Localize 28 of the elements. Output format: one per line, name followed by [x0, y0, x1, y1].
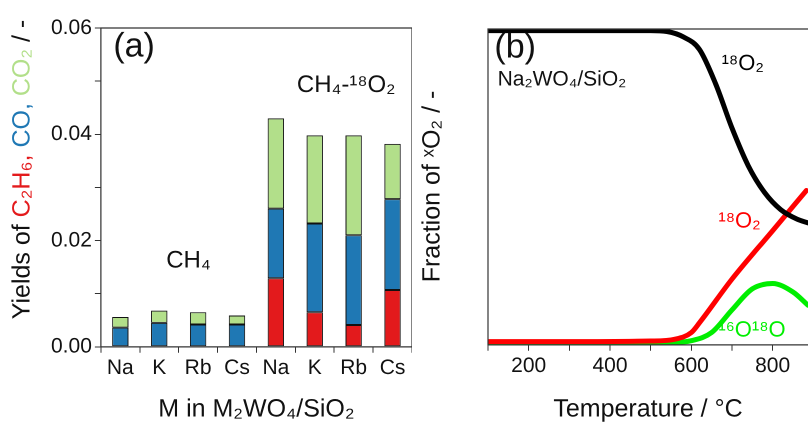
x-tick-label: 800: [755, 354, 790, 378]
x-tick-label: Rb: [184, 356, 212, 380]
annotation: Na₂WO₄/SiO₂: [498, 67, 626, 90]
x-tick-label: 400: [592, 354, 628, 378]
series-label: ¹⁸O₂: [722, 50, 764, 75]
y-tick-label: 0.00: [50, 334, 92, 358]
series-label: ¹⁸O₂: [718, 208, 761, 233]
annotation: (a): [113, 26, 155, 65]
x-axis-title: Temperature / °C: [553, 394, 743, 422]
y-tick-label: 0.04: [50, 122, 92, 146]
x-tick-label: Na: [106, 356, 134, 380]
x-tick-label: 200: [511, 354, 546, 378]
y-tick-label: 0.06: [50, 16, 92, 39]
annotation: (b): [494, 27, 536, 66]
y-axis-title: Fraction of ˣO₂ / -: [417, 91, 446, 283]
x-tick-label: 600: [674, 354, 709, 378]
annotation: CH₄: [166, 246, 211, 274]
y-axis-title: Yields of C₂H₆, CO, CO₂ / -: [7, 20, 36, 320]
x-tick-label: Rb: [340, 356, 368, 380]
x-tick-label: K: [308, 356, 322, 380]
y-tick-label: 0.02: [50, 228, 92, 252]
x-tick-label: Na: [262, 356, 290, 380]
x-axis-title: M in M₂WO₄/SiO₂: [158, 394, 355, 422]
annotation: CH₄-¹⁸O₂: [296, 71, 396, 98]
x-tick-label: K: [152, 356, 166, 380]
x-tick-label: Cs: [224, 356, 250, 380]
x-tick-label: Cs: [380, 356, 406, 380]
series-label: ¹⁶O¹⁸O: [718, 316, 786, 342]
